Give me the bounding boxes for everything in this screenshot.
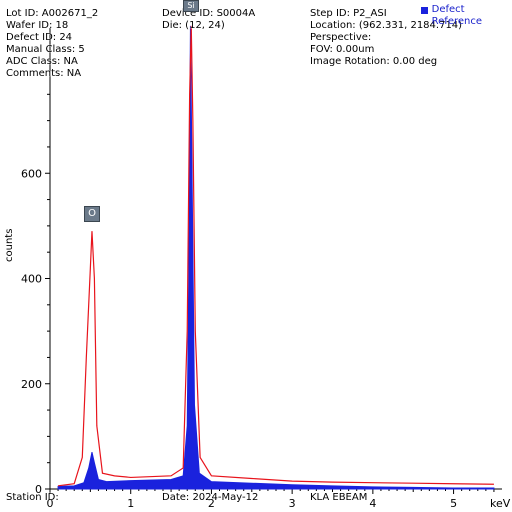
fov-text: FOV: 0.00um [310,44,375,55]
x-tick-label: 2 [208,497,215,510]
reference-swatch-icon [421,19,428,26]
peak-marker-o[interactable]: O [84,206,100,222]
y-axis-label: counts [4,228,15,262]
legend-label-defect: Defect [431,4,465,15]
comments-text: Comments: NA [6,68,82,79]
wafer-id-text: Wafer ID: 18 [6,20,69,31]
station-id-text: Station ID: [6,492,59,503]
y-tick-label: 400 [21,273,42,286]
chart-legend: Defect Reference [420,4,482,28]
legend-item-reference[interactable]: Reference [421,16,482,28]
image-rotation-text: Image Rotation: 0.00 deg [310,56,438,67]
defect-id-text: Defect ID: 24 [6,32,73,43]
y-tick-label: 200 [21,378,42,391]
date-text: Date: 2024-May-12 [162,492,259,503]
manual-class-text: Manual Class: 5 [6,44,85,55]
legend-label-reference: Reference [431,16,482,27]
defect-swatch-icon [420,6,428,14]
series-area-defect [57,25,495,490]
x-tick-label: 3 [289,497,296,510]
x-tick-label: 5 [450,497,457,510]
tool-name-text: KLA EBEAM [310,492,368,503]
y-tick-label: 0 [35,483,42,496]
device-id-text: Device ID: S0004A [162,8,256,19]
location-text: Location: (962.331, 2184.714) [310,20,463,31]
x-tick-label: 1 [127,497,134,510]
peak-marker-si[interactable]: Si [183,0,199,12]
x-tick-label: 4 [369,497,376,510]
legend-item-defect[interactable]: Defect [420,4,482,16]
series-line-reference [57,25,494,487]
x-tick-label: 0 [47,497,54,510]
lot-id-text: Lot ID: A002671_2 [6,8,99,19]
y-tick-label: 600 [21,167,42,180]
adc-class-text: ADC Class: NA [6,56,78,67]
die-text: Die: (12, 24) [162,20,225,31]
perspective-text: Perspective: [310,32,372,43]
step-id-text: Step ID: P2_ASI [310,8,387,19]
x-axis-label: keV [490,497,511,510]
